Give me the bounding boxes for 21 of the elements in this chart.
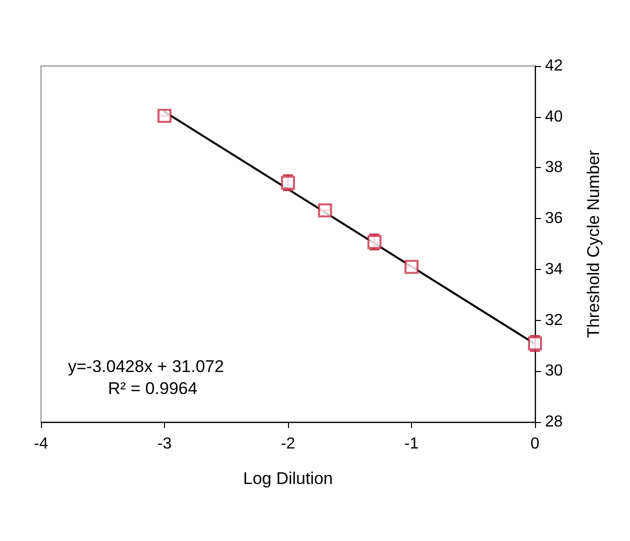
y-tick-label: 38 [545,159,563,176]
point [404,260,418,274]
x-axis-title: Log Dilution [243,469,333,488]
x-tick-label: -2 [280,436,296,452]
annotation: R² = 0.9964 [108,379,198,398]
y-tick-label: 42 [545,58,563,74]
x-tick-label: -1 [404,436,419,452]
point [158,108,172,123]
x-tick-label: -3 [157,436,172,452]
y-tick-label: 28 [545,414,563,430]
point [528,336,542,350]
y-axis-title: Threshold Cycle Number [584,150,603,338]
y-tick-label: 40 [545,108,563,126]
x-tick-label: -4 [34,436,48,452]
annotation: y=-3.0428x + 31.072 [68,357,224,376]
y-tick-label: 32 [545,312,563,329]
y-tick-label: 36 [545,210,563,228]
point [318,203,332,218]
y-tick-label: 30 [545,362,563,380]
y-tick-label: 34 [545,260,563,278]
x-tick-label: 0 [530,436,540,452]
